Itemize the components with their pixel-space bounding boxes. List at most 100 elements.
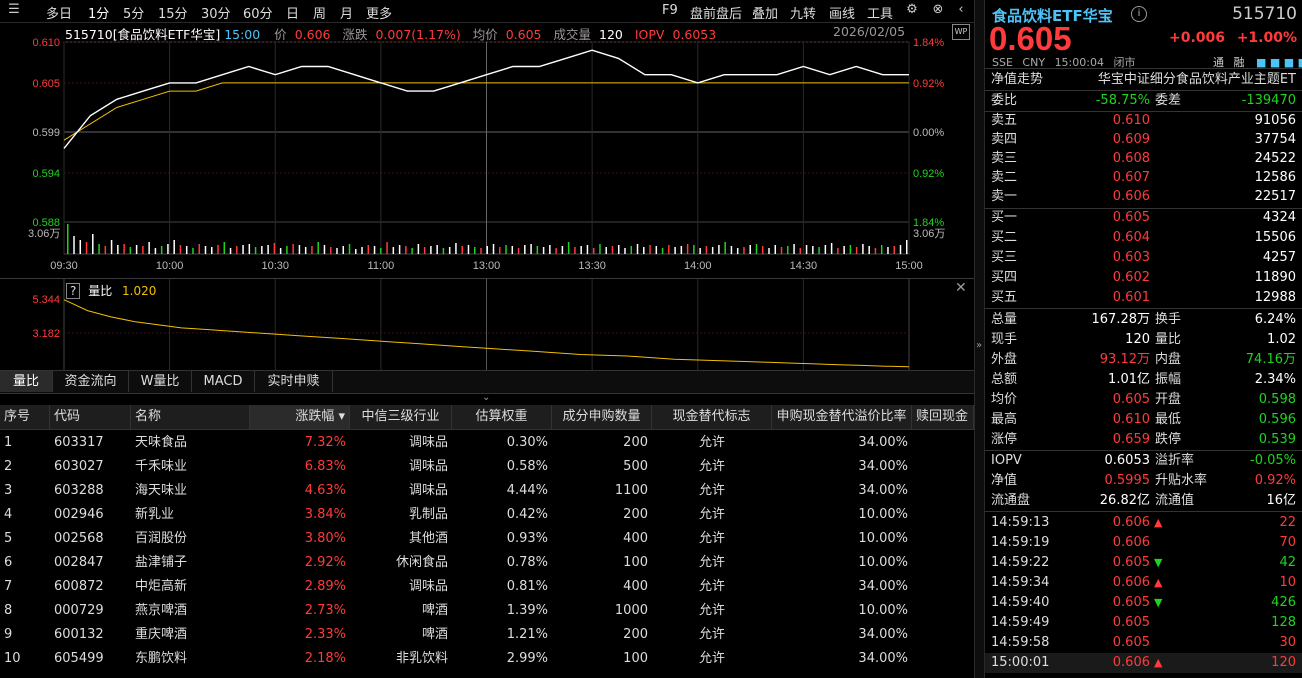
volume-bar <box>555 248 557 254</box>
table-cell: 新乳业 <box>135 507 175 522</box>
stat-label: 内盘 <box>1155 352 1182 367</box>
column-header[interactable]: 涨跌幅 ▾ <box>250 405 350 429</box>
column-header[interactable]: 序号 <box>0 405 50 429</box>
table-cell: 400 <box>623 579 648 594</box>
column-header[interactable]: 现金替代标志 <box>652 405 772 429</box>
column-header[interactable]: 申购现金替代溢价比率 <box>772 405 912 429</box>
ask-volume: 91056 <box>1254 113 1296 128</box>
collapse-icon[interactable]: ‹ <box>958 2 964 17</box>
bid-row[interactable]: 买三 0.603 4257 <box>985 248 1302 268</box>
volume-bar <box>148 242 150 254</box>
ask-price: 0.608 <box>1112 151 1150 166</box>
nine-turn-button[interactable]: 九转 <box>790 7 817 22</box>
column-header[interactable]: 代码 <box>50 405 131 429</box>
table-row[interactable]: 6 002847 盐津铺子 2.92% 休闲食品 0.78% 100 允许 10.00% <box>0 551 974 575</box>
column-header[interactable]: 名称 <box>131 405 250 429</box>
table-row[interactable]: 2 603027 千禾味业 6.83% 调味品 0.58% 500 允许 34.00% <box>0 455 974 479</box>
table-row[interactable]: 4 002946 新乳业 3.84% 乳制品 0.42% 200 允许 10.00% <box>0 503 974 527</box>
close-subchart-icon[interactable]: ✕ <box>955 280 967 296</box>
period-month[interactable]: 月 <box>340 7 354 22</box>
overlay-button[interactable]: 叠加 <box>752 7 779 22</box>
tab-w-volume-ratio[interactable]: W量比 <box>129 371 192 392</box>
table-row[interactable]: 10 605499 东鹏饮料 2.18% 非乳饮料 2.99% 100 允许 34.00% <box>0 647 974 671</box>
tools-button[interactable]: 工具 <box>867 7 894 22</box>
volume-bar <box>693 245 695 254</box>
volume-bar <box>217 245 219 254</box>
settings-icon[interactable]: ⚙ <box>906 2 918 17</box>
column-header[interactable]: 赎回现金 <box>912 405 974 429</box>
table-header: 序号 代码 名称 涨跌幅 ▾ 中信三级行业 估算权重 成分申购数量 现金替代标志 申购现金替代溢… <box>0 405 974 430</box>
ask-row[interactable]: 卖五 0.610 91056 <box>985 111 1302 131</box>
stat-label: 开盘 <box>1155 392 1182 407</box>
bid-row[interactable]: 买五 0.601 12988 <box>985 288 1302 308</box>
f9-button[interactable]: F9 <box>662 3 678 18</box>
watermark-toggle-icon[interactable]: WP <box>952 24 970 40</box>
ask-row[interactable]: 卖三 0.608 24522 <box>985 149 1302 169</box>
column-header[interactable]: 估算权重 <box>452 405 552 429</box>
column-header[interactable]: 中信三级行业 <box>350 405 452 429</box>
tab-volume-ratio[interactable]: 量比 <box>0 371 53 392</box>
volume-bar <box>292 244 294 254</box>
nav-trend-label[interactable]: 净值走势 <box>991 72 1044 87</box>
period-15min[interactable]: 15分 <box>158 7 188 22</box>
volume-bar <box>405 246 407 254</box>
period-week[interactable]: 周 <box>313 7 327 22</box>
more-button[interactable]: 更多 <box>366 7 393 22</box>
bid-row[interactable]: 买四 0.602 11890 <box>985 268 1302 288</box>
ask-row[interactable]: 卖二 0.607 12586 <box>985 168 1302 188</box>
column-header[interactable]: 成分申购数量 <box>552 405 652 429</box>
table-row[interactable]: 7 600872 中炬高新 2.89% 调味品 0.81% 400 允许 34.00% <box>0 575 974 599</box>
info-icon[interactable]: i <box>1131 6 1147 22</box>
table-row[interactable]: 5 002568 百润股份 3.80% 其他酒 0.93% 400 允许 10.00% <box>0 527 974 551</box>
tab-realtime-redemption[interactable]: 实时申赎 <box>255 371 333 392</box>
tick-volume: 128 <box>1271 615 1296 630</box>
stat-label: 最低 <box>1155 412 1182 427</box>
period-60min[interactable]: 60分 <box>243 7 273 22</box>
volume-bar <box>511 246 514 254</box>
pre-post-market-button[interactable]: 盘前盘后 <box>690 7 743 22</box>
bid-row[interactable]: 买二 0.604 15506 <box>985 228 1302 248</box>
ask-price: 0.607 <box>1112 170 1150 185</box>
period-30min[interactable]: 30分 <box>201 7 231 22</box>
table-row[interactable]: 8 000729 燕京啤酒 2.73% 啤酒 1.39% 1000 允许 10.00% <box>0 599 974 623</box>
quote-time: 15:00:04 <box>1054 56 1104 69</box>
table-row[interactable]: 3 603288 海天味业 4.63% 调味品 4.44% 1100 允许 34.00% <box>0 479 974 503</box>
period-5min[interactable]: 5分 <box>123 7 145 22</box>
tab-macd[interactable]: MACD <box>192 371 255 392</box>
panel-splitter[interactable]: » <box>974 0 985 678</box>
table-row[interactable]: 1 603317 天味食品 7.32% 调味品 0.30% 200 允许 34.00% <box>0 431 974 455</box>
volume-bar <box>223 242 226 254</box>
table-cell: 600132 <box>54 627 104 642</box>
index-name: 华宝中证细分食品饮料产业主题ET <box>1097 72 1296 87</box>
nav-trend-row[interactable]: 净值走势 华宝中证细分食品饮料产业主题ET <box>985 70 1302 90</box>
stat-value: 0.659 <box>1112 432 1150 447</box>
draw-line-button[interactable]: 画线 <box>829 7 856 22</box>
table-cell: 1 <box>4 435 13 450</box>
period-multi-day[interactable]: 多日 <box>46 7 73 22</box>
ask-row[interactable]: 卖一 0.606 22517 <box>985 187 1302 207</box>
period-day[interactable]: 日 <box>286 7 300 22</box>
close-icon[interactable]: ⊗ <box>932 2 944 17</box>
volume-bar <box>355 249 357 254</box>
menu-icon[interactable]: ☰ <box>8 2 20 17</box>
tab-fund-flow[interactable]: 资金流向 <box>53 371 129 392</box>
current-price: 0.605 <box>989 20 1072 57</box>
volume-bar <box>874 248 877 254</box>
help-icon[interactable]: ? <box>66 283 81 299</box>
expand-arrow-icon[interactable]: » <box>976 340 983 351</box>
tick-row: 14:59:49 0.605 128 <box>985 613 1302 633</box>
tick-time: 15:00:01 <box>991 655 1050 670</box>
table-row[interactable]: 9 600132 重庆啤酒 2.33% 啤酒 1.21% 200 允许 34.00% <box>0 623 974 647</box>
expand-icon[interactable]: ⌄ <box>482 392 491 403</box>
stat-value: -0.05% <box>1250 453 1296 468</box>
bid-row[interactable]: 买一 0.605 4324 <box>985 208 1302 228</box>
table-cell: 允许 <box>698 483 725 498</box>
period-1min[interactable]: 1分 <box>88 7 110 22</box>
x-tick: 14:30 <box>790 260 818 272</box>
volume-bar <box>517 248 520 254</box>
stat-row: 涨停 0.659 跌停 0.539 <box>985 430 1302 450</box>
ask-row[interactable]: 卖四 0.609 37754 <box>985 130 1302 150</box>
table-cell: 0.78% <box>506 555 548 570</box>
ask-price: 0.610 <box>1112 113 1150 128</box>
tag-icons[interactable]: ■ ■ ■ ■ <box>1256 56 1302 69</box>
